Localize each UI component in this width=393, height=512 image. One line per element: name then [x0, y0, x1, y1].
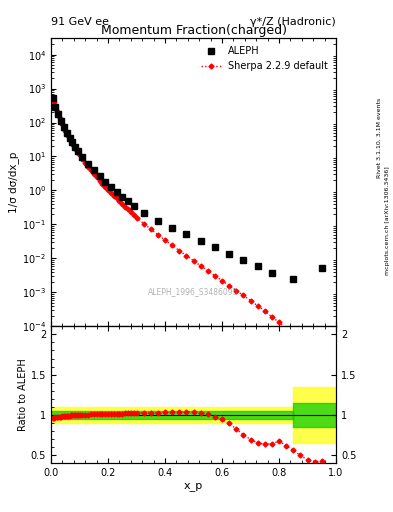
ALEPH	[70, 139, 75, 145]
Sherpa 2.2.9 default	[131, 212, 136, 218]
Sherpa 2.2.9 default	[73, 145, 78, 152]
ALEPH	[73, 143, 78, 150]
Legend: ALEPH, Sherpa 2.2.9 default: ALEPH, Sherpa 2.2.9 default	[198, 43, 331, 74]
Text: 91 GeV ee: 91 GeV ee	[51, 16, 109, 27]
ALEPH	[97, 173, 102, 179]
Sherpa 2.2.9 default	[50, 95, 55, 101]
X-axis label: x_p: x_p	[184, 481, 203, 491]
ALEPH	[156, 218, 160, 224]
ALEPH	[86, 161, 90, 167]
ALEPH	[213, 244, 217, 250]
ALEPH	[198, 238, 203, 244]
ALEPH	[53, 104, 58, 110]
ALEPH	[227, 251, 231, 257]
ALEPH	[80, 154, 85, 160]
ALEPH	[114, 189, 119, 195]
ALEPH	[141, 210, 146, 216]
Sherpa 2.2.9 default	[72, 143, 76, 149]
ALEPH	[67, 135, 72, 141]
Line: ALEPH: ALEPH	[50, 95, 325, 283]
ALEPH	[291, 276, 296, 283]
Y-axis label: Ratio to ALEPH: Ratio to ALEPH	[18, 358, 28, 431]
Text: Rivet 3.1.10, 3.1M events: Rivet 3.1.10, 3.1M events	[377, 98, 382, 178]
Y-axis label: 1/σ dσ/dx_p: 1/σ dσ/dx_p	[8, 152, 19, 213]
ALEPH	[170, 225, 174, 231]
ALEPH	[320, 265, 324, 271]
ALEPH	[62, 124, 66, 131]
ALEPH	[120, 194, 125, 200]
Sherpa 2.2.9 default	[284, 326, 288, 332]
Text: mcplots.cern.ch [arXiv:1306.3436]: mcplots.cern.ch [arXiv:1306.3436]	[385, 166, 389, 274]
ALEPH	[64, 130, 69, 136]
Title: Momentum Fraction(charged): Momentum Fraction(charged)	[101, 24, 286, 37]
ALEPH	[92, 167, 96, 174]
ALEPH	[126, 198, 130, 204]
ALEPH	[108, 184, 113, 190]
ALEPH	[184, 231, 189, 237]
Sherpa 2.2.9 default	[134, 215, 139, 221]
ALEPH	[76, 148, 81, 154]
ALEPH	[270, 269, 274, 275]
ALEPH	[255, 263, 260, 269]
Sherpa 2.2.9 default	[334, 395, 338, 401]
ALEPH	[59, 118, 63, 124]
Text: γ*/Z (Hadronic): γ*/Z (Hadronic)	[250, 16, 336, 27]
Line: Sherpa 2.2.9 default: Sherpa 2.2.9 default	[51, 96, 338, 400]
Text: ALEPH_1996_S3486095: ALEPH_1996_S3486095	[148, 287, 239, 296]
ALEPH	[131, 202, 136, 208]
ALEPH	[103, 179, 108, 185]
ALEPH	[241, 257, 246, 263]
Sherpa 2.2.9 default	[320, 366, 324, 372]
ALEPH	[50, 95, 55, 101]
ALEPH	[56, 111, 61, 117]
